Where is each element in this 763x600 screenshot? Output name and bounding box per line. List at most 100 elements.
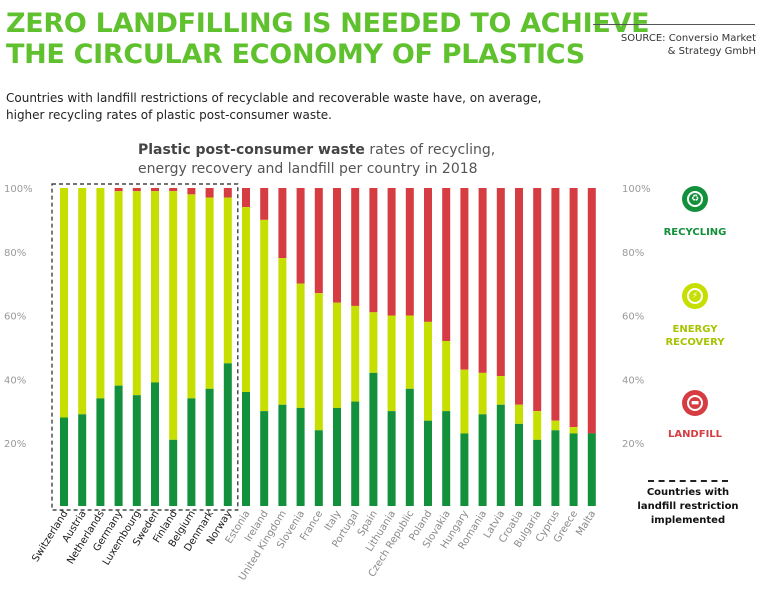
y-tick-right: 40% <box>622 375 644 386</box>
subtitle-line-2: higher recycling rates of plastic post-c… <box>6 108 332 122</box>
bar-landfill <box>387 188 396 316</box>
restriction-note-line-3: implemented <box>650 515 726 526</box>
bar-recycling <box>114 385 123 506</box>
bar-energy-recovery <box>169 191 178 440</box>
bar-energy-recovery <box>569 427 578 434</box>
bar-recycling <box>387 411 396 506</box>
y-tick-right: 20% <box>622 439 644 450</box>
bar-landfill <box>151 188 159 192</box>
subtitle-line-1: Countries with landfill restrictions of … <box>6 91 542 105</box>
bar-energy-recovery <box>515 404 523 424</box>
bar-energy-recovery <box>333 302 341 408</box>
bar-energy-recovery <box>151 191 159 383</box>
bar-energy-recovery <box>96 188 105 399</box>
bar-landfill <box>405 188 414 316</box>
bar-energy-recovery <box>60 188 68 418</box>
bar-recycling <box>260 411 269 506</box>
restriction-note-line-1: Countries with <box>646 487 730 498</box>
bar-recycling <box>424 420 432 506</box>
legend-energy-line-1: ENERGY <box>672 324 718 335</box>
bar-energy-recovery <box>296 283 305 408</box>
bar-energy-recovery <box>496 376 505 405</box>
bar-landfill <box>278 188 287 259</box>
bar-recycling <box>369 372 378 506</box>
bar-energy-recovery <box>314 293 323 431</box>
bar-landfill <box>496 188 505 377</box>
legend-energy-recovery: ⚡ ENERGY RECOVERY <box>650 283 740 349</box>
legend-energy-label: ENERGY RECOVERY <box>650 323 740 349</box>
bar-recycling <box>60 417 68 506</box>
legend-landfill-label: LANDFILL <box>667 429 723 440</box>
bar-energy-recovery <box>205 197 214 389</box>
y-tick-right: 80% <box>622 248 644 259</box>
bar-recycling <box>587 433 596 506</box>
bar-recycling <box>351 401 360 506</box>
bar-energy-recovery <box>369 312 378 373</box>
y-tick-left: 20% <box>4 439 26 450</box>
bar-landfill <box>587 188 596 434</box>
bar-landfill <box>223 188 232 198</box>
y-tick-left: 60% <box>4 312 26 323</box>
bar-landfill <box>533 188 542 412</box>
subtitle: Countries with landfill restrictions of … <box>6 90 566 124</box>
title-line-1: ZERO LANDFILLING IS NEEDED TO ACHIEVE <box>6 8 650 39</box>
bar-landfill <box>551 188 560 421</box>
chart-title: Plastic post-consumer waste rates of rec… <box>138 141 538 179</box>
bar-energy-recovery <box>533 411 542 440</box>
bar-landfill <box>187 188 196 195</box>
bar-landfill <box>314 188 323 294</box>
y-tick-left: 80% <box>4 248 26 259</box>
recycling-icon: ♻ <box>682 186 708 212</box>
bar-energy-recovery <box>387 315 396 412</box>
chart-title-line-1: Plastic post-consumer waste rates of rec… <box>138 141 538 160</box>
source-line-1: SOURCE: Conversio Market <box>620 33 756 44</box>
bar-recycling <box>442 411 451 506</box>
bar-energy-recovery <box>223 197 232 364</box>
bar-landfill <box>169 188 178 192</box>
bar-energy-recovery <box>260 219 269 412</box>
lightning-icon: ⚡ <box>682 283 708 309</box>
bar-energy-recovery <box>478 372 487 415</box>
bar-landfill <box>442 188 451 341</box>
bar-landfill <box>296 188 305 284</box>
chart-title-bold: Plastic post-consumer waste <box>138 142 365 158</box>
bar-energy-recovery <box>460 369 469 434</box>
bar-landfill <box>242 188 250 208</box>
bar-energy-recovery <box>132 191 141 396</box>
bar-recycling <box>242 392 250 506</box>
bar-landfill <box>132 188 141 192</box>
legend-landfill: ▬ LANDFILL <box>650 390 740 441</box>
bar-recycling <box>96 398 105 506</box>
restriction-legend-dash <box>648 480 728 482</box>
bar-recycling <box>169 439 178 506</box>
restriction-note: Countries with landfill restriction impl… <box>626 486 750 528</box>
bar-landfill <box>205 188 214 198</box>
x-tick-label: Malta <box>574 509 598 538</box>
bulldozer-icon: ▬ <box>682 390 708 416</box>
bar-landfill <box>369 188 378 313</box>
bar-energy-recovery <box>405 315 414 389</box>
bar-recycling <box>333 407 341 506</box>
bar-landfill <box>460 188 469 370</box>
bar-energy-recovery <box>551 420 560 431</box>
bar-recycling <box>533 439 542 506</box>
bar-recycling <box>515 423 523 506</box>
bar-energy-recovery <box>424 321 432 421</box>
bar-recycling <box>132 395 141 506</box>
source-note: SOURCE: Conversio Market & Strategy GmbH <box>598 32 756 58</box>
legend-energy-line-2: RECOVERY <box>665 337 725 348</box>
bar-recycling <box>78 414 87 506</box>
bar-recycling <box>205 388 214 506</box>
bar-energy-recovery <box>114 191 123 386</box>
bar-landfill <box>260 188 269 220</box>
source-divider <box>593 24 755 25</box>
bar-recycling <box>551 430 560 506</box>
bar-recycling <box>478 414 487 506</box>
y-tick-right: 100% <box>622 184 651 195</box>
bar-landfill <box>515 188 523 405</box>
chart-title-line-2: energy recovery and landfill per country… <box>138 161 478 177</box>
bar-landfill <box>333 188 341 303</box>
source-line-2: & Strategy GmbH <box>667 46 756 57</box>
bar-landfill <box>569 188 578 428</box>
